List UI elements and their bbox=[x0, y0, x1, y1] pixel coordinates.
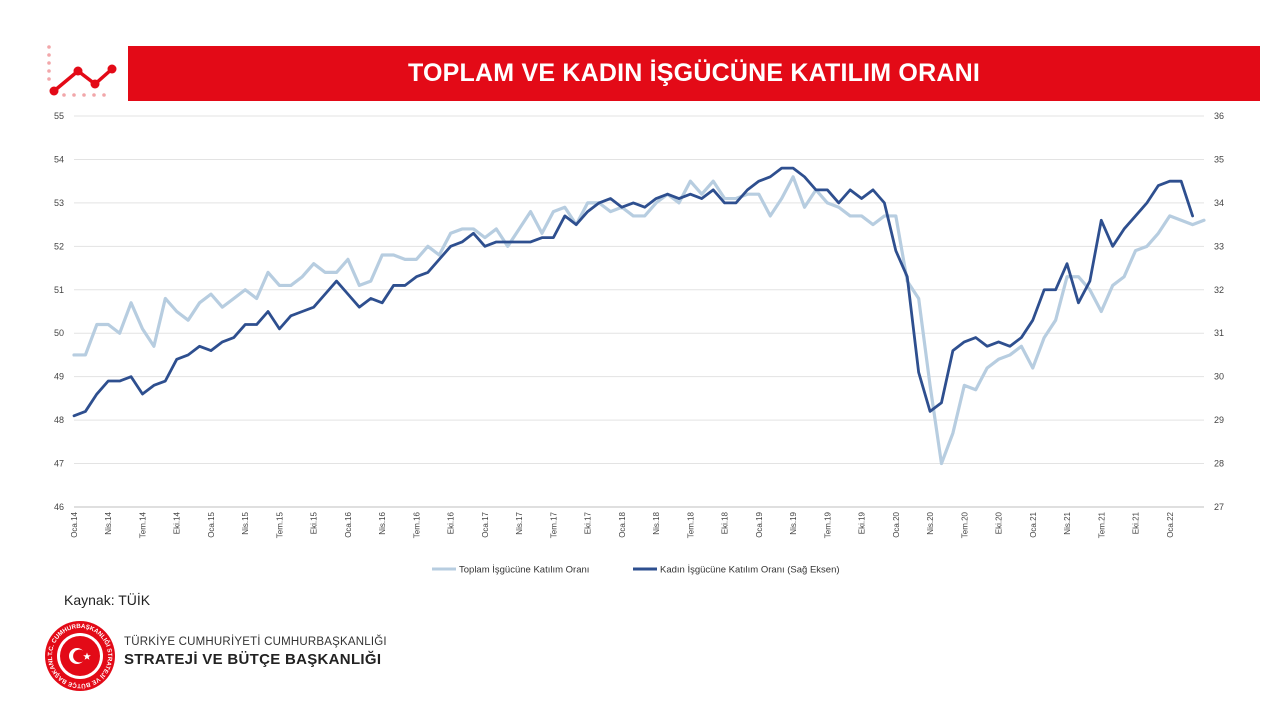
x-tick-label: Eki.19 bbox=[858, 511, 867, 534]
trend-line-icon bbox=[47, 45, 117, 97]
right-tick-label: 27 bbox=[1214, 502, 1224, 512]
x-tick-label: Oca.14 bbox=[70, 511, 79, 537]
x-tick-label: Oca.22 bbox=[1166, 511, 1175, 537]
x-tick-label: Eki.16 bbox=[447, 511, 456, 534]
x-tick-label: Eki.15 bbox=[310, 511, 319, 534]
left-tick-label: 51 bbox=[54, 285, 64, 295]
series-line-1 bbox=[72, 166, 1194, 418]
x-tick-label: Eki.21 bbox=[1132, 511, 1141, 534]
right-tick-label: 31 bbox=[1214, 328, 1224, 338]
x-tick-label: Nis.17 bbox=[515, 511, 524, 534]
legend-label-0: Toplam İşgücüne Katılım Oranı bbox=[459, 565, 589, 576]
x-tick-label: Tem.14 bbox=[138, 511, 147, 538]
seal-icon: T.C. CUMHURBAŞKANLIĞI STRATEJİ VE BÜTÇE … bbox=[44, 620, 115, 691]
x-tick-label: Nis.14 bbox=[104, 511, 113, 534]
x-tick-label: Oca.20 bbox=[892, 511, 901, 537]
x-tick-label: Nis.16 bbox=[378, 511, 387, 534]
series-line-0 bbox=[72, 175, 1206, 466]
x-tick-label: Eki.17 bbox=[584, 511, 593, 534]
x-tick-label: Tem.20 bbox=[960, 511, 969, 538]
left-tick-label: 47 bbox=[54, 459, 64, 469]
left-tick-label: 50 bbox=[54, 328, 64, 338]
left-tick-label: 54 bbox=[54, 154, 64, 164]
x-tick-label: Oca.19 bbox=[755, 511, 764, 537]
x-tick-label: Nis.20 bbox=[926, 511, 935, 534]
left-tick-label: 49 bbox=[54, 372, 64, 382]
x-tick-label: Nis.21 bbox=[1063, 511, 1072, 534]
right-tick-label: 33 bbox=[1214, 241, 1224, 251]
org-line1: TÜRKİYE CUMHURİYETİ CUMHURBAŞKANLIĞI bbox=[124, 636, 387, 648]
x-tick-label: Tem.15 bbox=[275, 511, 284, 538]
right-tick-label: 28 bbox=[1214, 459, 1224, 469]
x-tick-label: Oca.21 bbox=[1029, 511, 1038, 537]
x-tick-label: Nis.18 bbox=[652, 511, 661, 534]
x-tick-label: Oca.16 bbox=[344, 511, 353, 537]
footer-org: TÜRKİYE CUMHURİYETİ CUMHURBAŞKANLIĞI STR… bbox=[124, 636, 387, 668]
right-tick-label: 35 bbox=[1214, 154, 1224, 164]
line-chart: 46 47 48 49 50 51 52 53 54 55 27 28 29 30 31 32 33 34 35 36… bbox=[54, 111, 1224, 576]
x-tick-label: Nis.15 bbox=[241, 511, 250, 534]
x-tick-label: Oca.15 bbox=[207, 511, 216, 537]
x-tick-label: Nis.19 bbox=[789, 511, 798, 534]
x-tick-label: Tem.16 bbox=[412, 511, 421, 538]
left-tick-label: 52 bbox=[54, 241, 64, 251]
right-tick-label: 32 bbox=[1214, 285, 1224, 295]
left-tick-label: 53 bbox=[54, 198, 64, 208]
x-tick-label: Eki.20 bbox=[995, 511, 1004, 534]
source-label: Kaynak: TÜİK bbox=[64, 592, 151, 608]
x-tick-label: Eki.14 bbox=[173, 511, 182, 534]
org-line2: STRATEJİ VE BÜTÇE BAŞKANLIĞI bbox=[124, 651, 382, 668]
left-tick-label: 46 bbox=[54, 502, 64, 512]
legend-label-1: Kadın İşgücüne Katılım Oranı (Sağ Eksen) bbox=[660, 565, 840, 576]
right-tick-label: 34 bbox=[1214, 198, 1224, 208]
x-tick-label: Oca.18 bbox=[618, 511, 627, 537]
left-tick-label: 55 bbox=[54, 111, 64, 121]
right-tick-label: 29 bbox=[1214, 415, 1224, 425]
x-tick-label: Tem.21 bbox=[1097, 511, 1106, 538]
left-tick-label: 48 bbox=[54, 415, 64, 425]
right-tick-label: 30 bbox=[1214, 372, 1224, 382]
x-tick-label: Tem.17 bbox=[549, 511, 558, 538]
right-tick-label: 36 bbox=[1214, 111, 1224, 121]
title-bar: TOPLAM VE KADIN İŞGÜCÜNE KATILIM ORANI bbox=[128, 46, 1260, 101]
x-tick-label: Oca.17 bbox=[481, 511, 490, 537]
x-tick-label: Tem.18 bbox=[686, 511, 695, 538]
x-tick-label: Tem.19 bbox=[823, 511, 832, 538]
page-title: TOPLAM VE KADIN İŞGÜCÜNE KATILIM ORANI bbox=[408, 59, 980, 87]
x-tick-label: Eki.18 bbox=[721, 511, 730, 534]
